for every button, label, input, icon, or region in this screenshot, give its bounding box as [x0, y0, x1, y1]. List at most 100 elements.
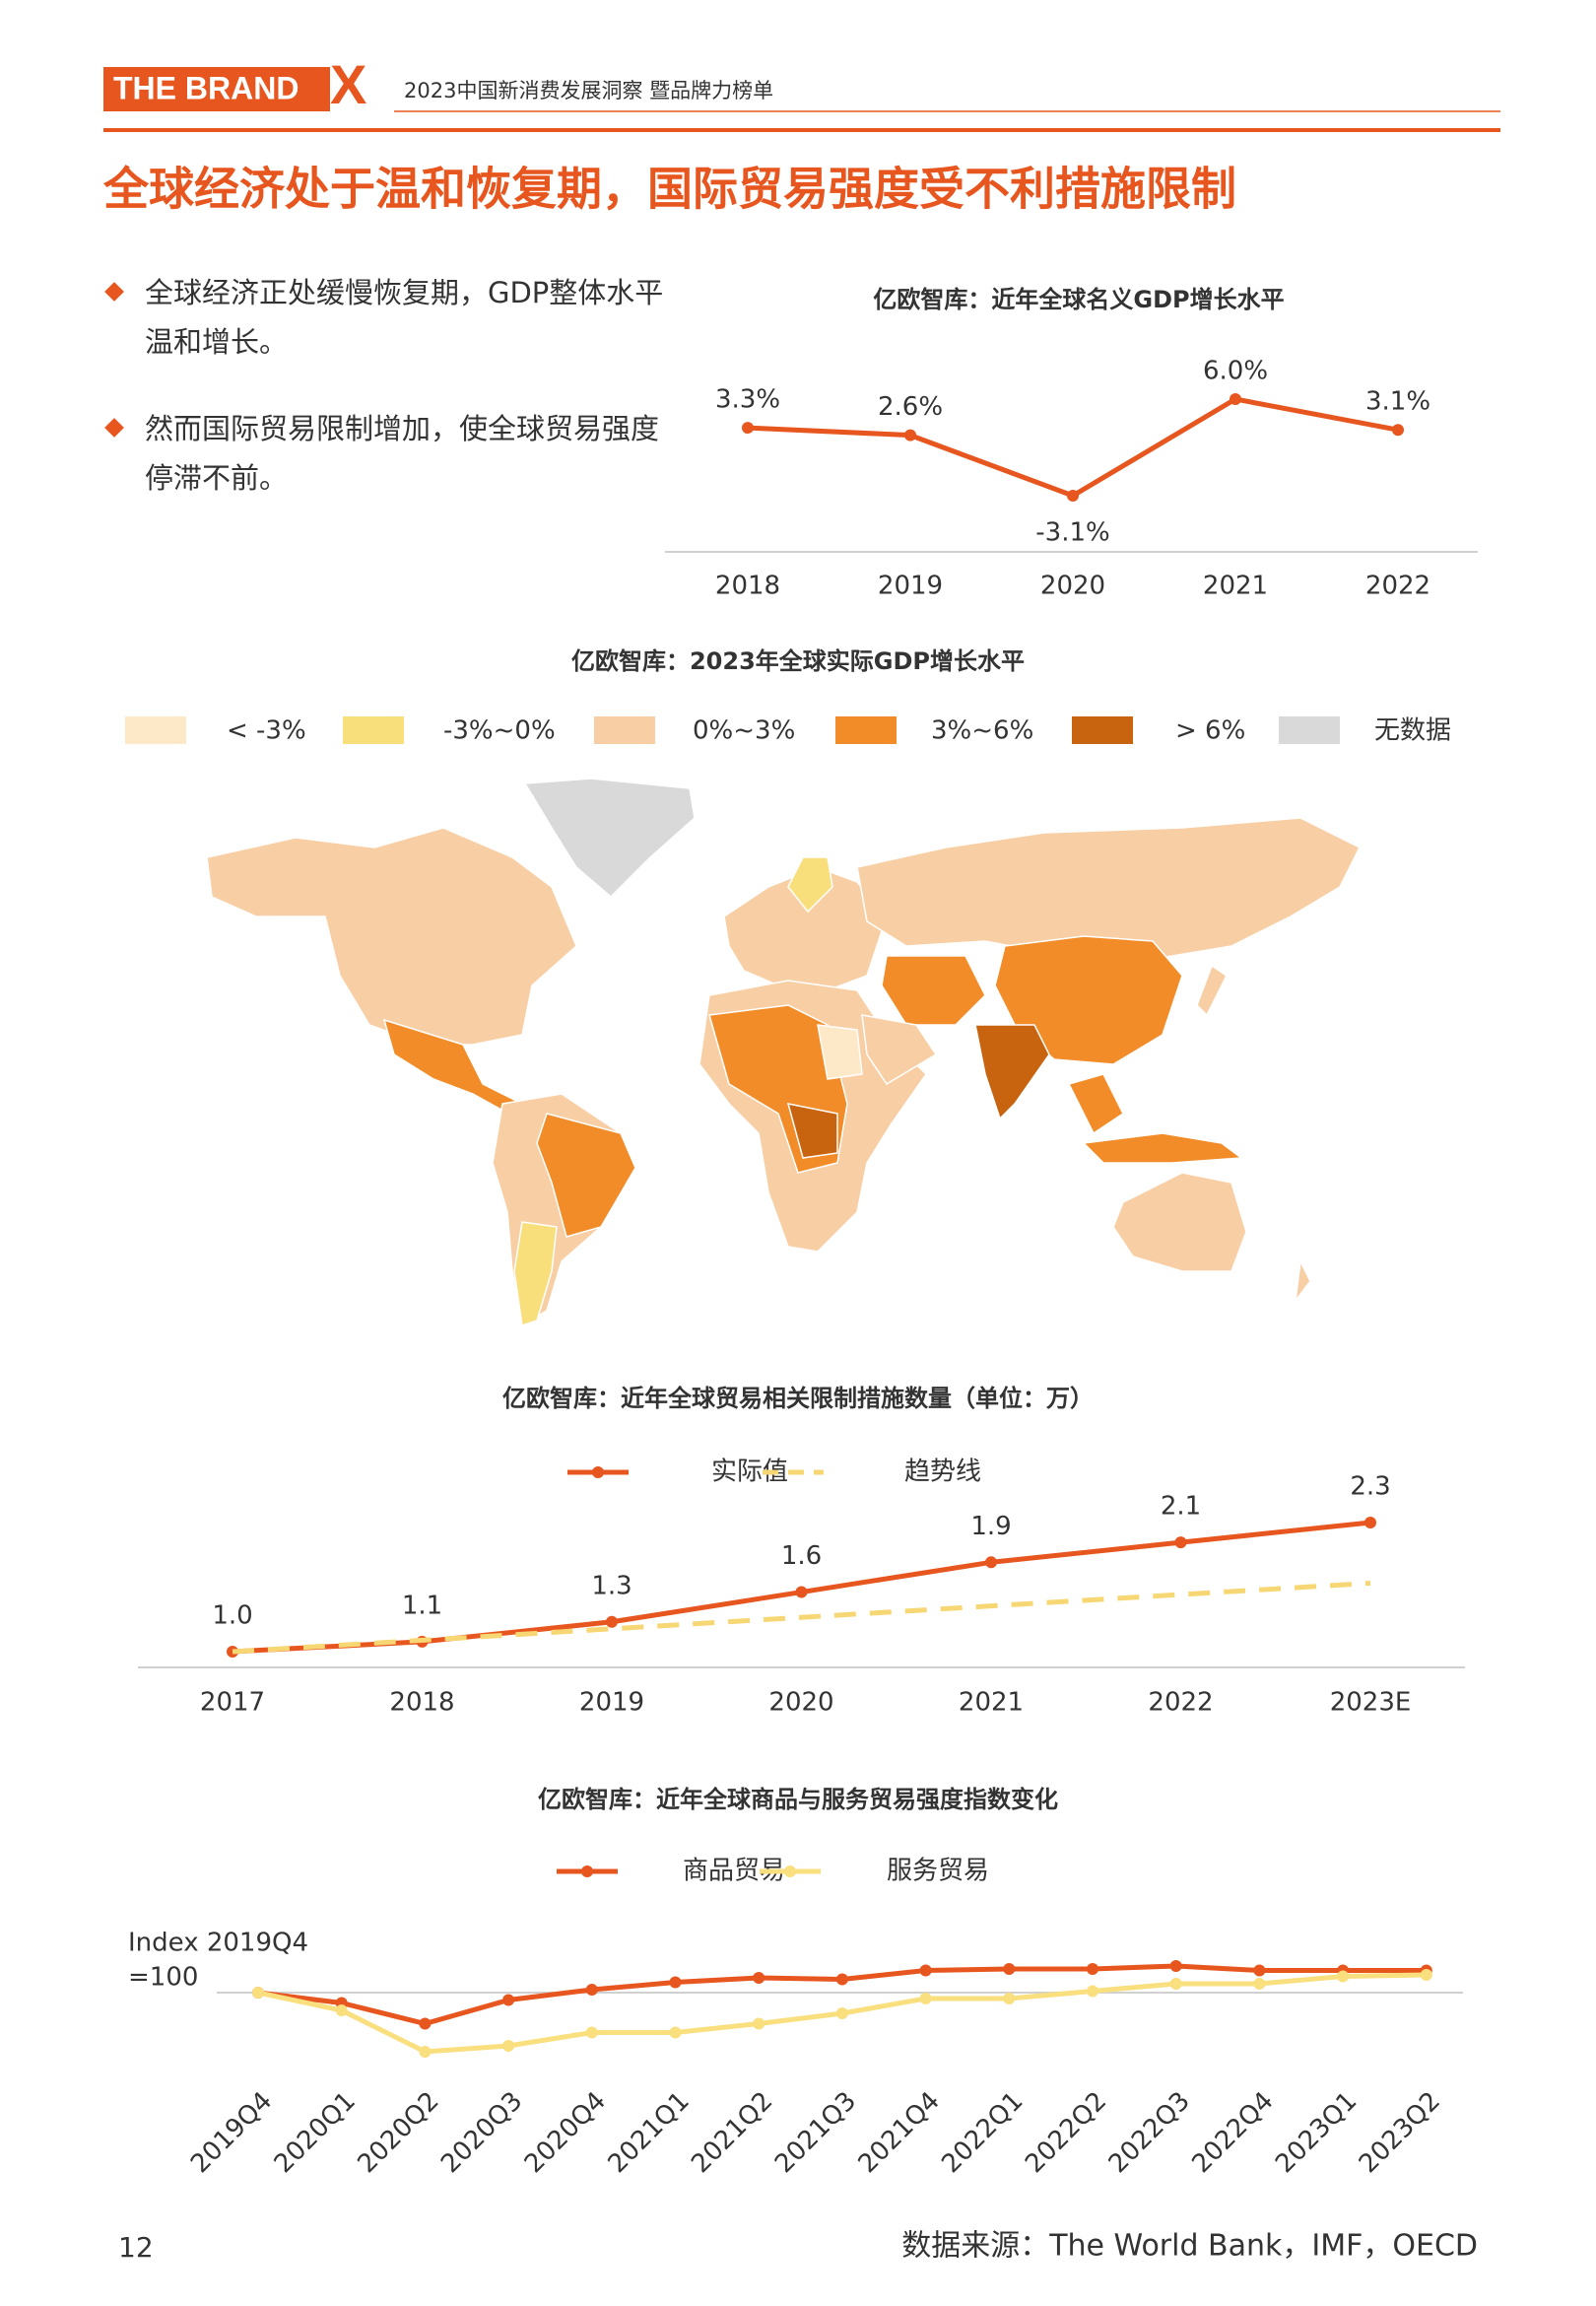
logo: THE BRAND [113, 70, 299, 105]
x-tick-label: 2018 [389, 1688, 454, 1718]
value-label: -3.1% [1035, 518, 1109, 548]
value-label: 1.6 [781, 1541, 822, 1571]
x-tick-label: 2021Q2 [686, 2086, 778, 2179]
data-point [1364, 1517, 1376, 1528]
source-note: 数据来源：The World Bank，IMF，OECD [901, 2229, 1478, 2264]
data-point [252, 1987, 264, 1999]
x-tick-label: 2020 [1040, 572, 1105, 601]
data-point [502, 1994, 515, 2006]
x-tick-label: 2020Q1 [269, 2086, 362, 2179]
legend-label: < -3% [227, 716, 306, 746]
x-tick-label: 2021Q4 [853, 2086, 946, 2179]
legend-label: 趋势线 [904, 1458, 981, 1487]
value-label: 2.6% [878, 392, 943, 422]
data-point [1087, 1985, 1098, 1998]
x-tick-label: 2021Q3 [769, 2086, 862, 2179]
legend-label: -3%~0% [443, 716, 556, 746]
x-tick-label: 2023Q2 [1354, 2086, 1446, 2179]
x-tick-label: 2022Q1 [936, 2086, 1029, 2179]
region [817, 1024, 863, 1080]
value-label: 2.1 [1161, 1492, 1201, 1522]
region [881, 955, 986, 1026]
x-tick-label: 2022 [1365, 572, 1430, 601]
region [994, 935, 1183, 1065]
region [513, 1221, 558, 1326]
region [856, 817, 1362, 962]
y-axis-label: Index 2019Q4 [128, 1929, 308, 1958]
legend-swatch [125, 716, 186, 744]
data-point [835, 1973, 848, 1986]
legend-label: 0%~3% [693, 716, 795, 746]
world-map [206, 778, 1362, 1327]
x-tick-label: 2022 [1148, 1688, 1213, 1718]
data-point [795, 1586, 808, 1598]
x-tick-label: 2019 [579, 1688, 644, 1718]
region [1082, 1132, 1244, 1164]
chart-title: 亿欧智库：近年全球商品与服务贸易强度指数变化 [538, 1786, 1058, 1813]
data-point [742, 422, 754, 435]
region [974, 1024, 1050, 1120]
data-point [1392, 424, 1404, 437]
data-point [1420, 1969, 1432, 1981]
x-tick-label: 2021Q1 [603, 2086, 696, 2179]
region [1112, 1172, 1247, 1272]
value-label: 1.3 [591, 1571, 632, 1600]
x-tick-label: 2023Q1 [1270, 2086, 1363, 2179]
x-tick-label: 2023E [1330, 1688, 1412, 1718]
data-point [502, 2040, 515, 2052]
bullet: 然而国际贸易限制增加，使全球贸易强度停滞不前。 [145, 404, 667, 503]
header-subtitle: 2023中国新消费发展洞察 暨品牌力榜单 [404, 79, 773, 102]
region [206, 827, 577, 1046]
data-point [585, 2026, 598, 2039]
legend-swatch [1072, 716, 1133, 744]
page-number: 12 [118, 2231, 154, 2264]
legend-swatch [1279, 716, 1340, 744]
chart-title: 亿欧智库：近年全球名义GDP增长水平 [873, 286, 1284, 313]
legend-swatch [835, 716, 897, 744]
legend-marker [784, 1865, 796, 1877]
x-tick-label: 2019Q4 [185, 2086, 278, 2179]
value-label: 2.3 [1350, 1472, 1390, 1502]
data-point [1169, 1978, 1182, 1990]
region [1294, 1258, 1311, 1304]
value-label: 3.1% [1365, 387, 1430, 417]
data-point [1087, 1963, 1098, 1975]
data-point [585, 1984, 598, 1996]
data-point [1174, 1536, 1187, 1549]
data-point [753, 2017, 765, 2030]
x-tick-label: 2020Q4 [519, 2086, 612, 2179]
region [1196, 964, 1228, 1017]
legend-swatch [343, 716, 404, 744]
logo-box [103, 67, 330, 111]
x-tick-label: 2021 [959, 1688, 1024, 1718]
data-point [419, 2046, 432, 2058]
value-label: 1.0 [212, 1601, 252, 1631]
legend-label: 3%~6% [931, 716, 1033, 746]
data-point [835, 2007, 848, 2019]
x-tick-label: 2020Q2 [352, 2086, 444, 2179]
x-tick-label: 2022Q4 [1186, 2086, 1279, 2179]
x-tick-label: 2020Q3 [435, 2086, 528, 2179]
y-axis-label: =100 [128, 1963, 198, 1993]
data-point [985, 1556, 997, 1569]
x-tick-label: 2022Q2 [1020, 2086, 1112, 2179]
page-title: 全球经济处于温和恢复期，国际贸易强度受不利措施限制 [102, 163, 1236, 216]
value-label: 6.0% [1203, 357, 1268, 386]
region [523, 778, 696, 899]
data-point [1067, 490, 1079, 502]
value-label: 1.9 [970, 1512, 1011, 1541]
data-point [1337, 1970, 1350, 1983]
logo-mark: X [330, 53, 366, 115]
bullet: 全球经济正处缓慢恢复期，GDP整体水平温和增长。 [145, 268, 667, 367]
data-point [335, 2004, 348, 2016]
region [861, 1014, 938, 1086]
legend-swatch [594, 716, 655, 744]
data-line [747, 396, 1399, 499]
data-point [1003, 1963, 1016, 1975]
legend-label: > 6% [1175, 716, 1245, 746]
region [787, 856, 833, 914]
data-point [669, 1976, 682, 1989]
region [1067, 1073, 1124, 1135]
data-point [419, 2017, 432, 2030]
